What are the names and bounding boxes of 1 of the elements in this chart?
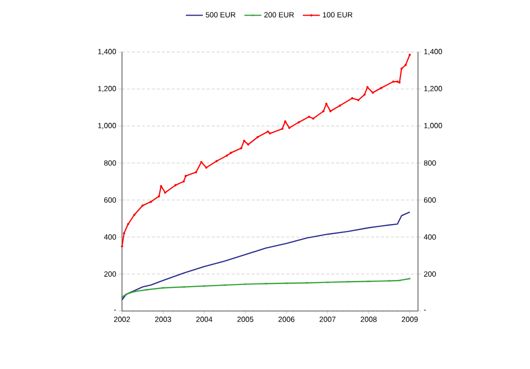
line-series (122, 211, 410, 300)
